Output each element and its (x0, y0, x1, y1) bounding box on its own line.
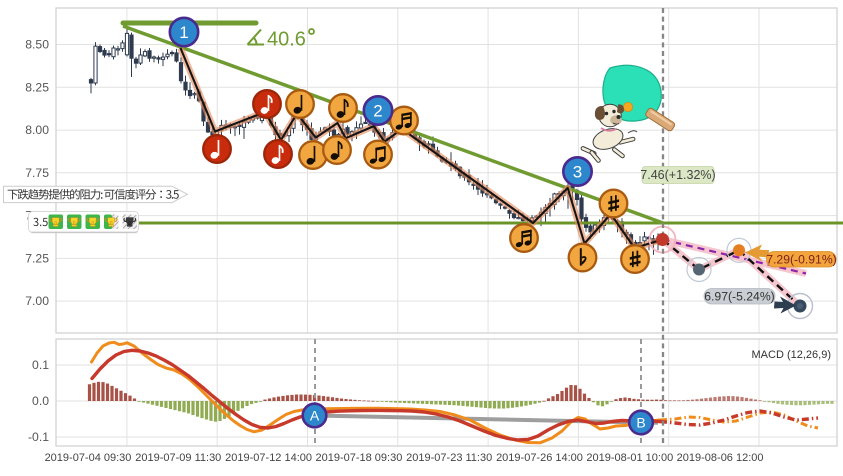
svg-text:2019-07-04 09:30: 2019-07-04 09:30 (45, 452, 132, 464)
svg-text:2019-07-26 14:00: 2019-07-26 14:00 (496, 452, 583, 464)
svg-text:MACD (12,26,9): MACD (12,26,9) (752, 349, 831, 361)
svg-text:7.00: 7.00 (25, 294, 49, 308)
svg-text:0.0: 0.0 (32, 394, 49, 408)
svg-text:40.6: 40.6 (267, 29, 306, 51)
svg-text:7.46(+1.32%): 7.46(+1.32%) (640, 168, 715, 182)
svg-text:2019-08-06 12:00: 2019-08-06 12:00 (677, 452, 764, 464)
svg-text:8.50: 8.50 (25, 38, 49, 52)
svg-text:-0.1: -0.1 (28, 430, 49, 444)
svg-text:2019-07-09 11:30: 2019-07-09 11:30 (135, 452, 221, 464)
svg-text:2019-07-18 09:30: 2019-07-18 09:30 (315, 452, 402, 464)
svg-text:8.00: 8.00 (25, 123, 49, 137)
svg-text:2019-08-01 10:00: 2019-08-01 10:00 (586, 452, 673, 464)
svg-text:2019-07-12 14:00: 2019-07-12 14:00 (225, 452, 312, 464)
svg-text:7.75: 7.75 (25, 166, 49, 180)
svg-text:A: A (310, 408, 320, 424)
svg-text:B: B (636, 415, 645, 431)
svg-text:0.1: 0.1 (32, 358, 49, 372)
svg-text:3: 3 (573, 163, 582, 182)
svg-text:7.29(-0.91%): 7.29(-0.91%) (766, 253, 836, 267)
svg-text:1: 1 (179, 23, 188, 42)
svg-text:6.97(-5.24%): 6.97(-5.24%) (704, 290, 774, 304)
svg-text:2019-07-23 11:30: 2019-07-23 11:30 (406, 452, 492, 464)
svg-text:2: 2 (373, 102, 382, 121)
svg-text:7.25: 7.25 (25, 251, 49, 265)
svg-text:8.25: 8.25 (25, 80, 49, 94)
